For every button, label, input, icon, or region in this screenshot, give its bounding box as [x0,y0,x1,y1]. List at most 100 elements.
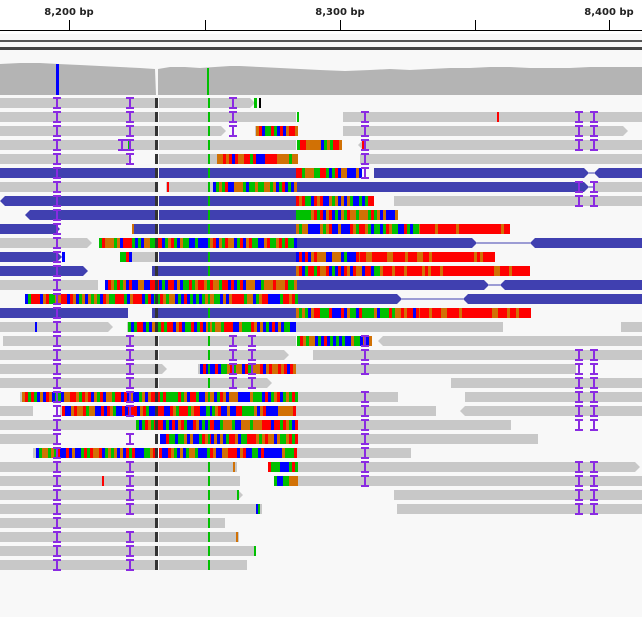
insertion-marker[interactable] [53,363,61,375]
split-read[interactable] [159,196,296,206]
insertion-marker[interactable] [229,97,237,109]
read[interactable] [159,140,296,150]
insertion-marker[interactable] [361,153,369,165]
read[interactable] [0,154,132,164]
split-read[interactable] [159,224,296,234]
read[interactable] [296,462,640,472]
insertion-marker[interactable] [126,139,134,151]
read[interactable] [360,154,642,164]
insertion-marker[interactable] [53,461,61,473]
insertion-marker[interactable] [126,377,134,389]
insertion-marker[interactable] [248,349,256,361]
insertion-marker[interactable] [575,111,583,123]
insertion-marker[interactable] [53,475,61,487]
insertion-marker[interactable] [229,335,237,347]
insertion-marker[interactable] [53,97,61,109]
coverage-track[interactable] [0,52,642,95]
read[interactable] [0,112,155,122]
read[interactable] [296,476,642,486]
read[interactable] [460,406,642,416]
insertion-marker[interactable] [53,153,61,165]
insertion-marker[interactable] [126,97,134,109]
read[interactable] [0,476,155,486]
split-read[interactable] [530,238,642,248]
insertion-marker[interactable] [361,405,369,417]
insertion-marker[interactable] [590,195,598,207]
split-read[interactable] [296,238,477,248]
split-read[interactable] [0,308,128,318]
read[interactable] [397,504,642,514]
insertion-marker[interactable] [126,433,134,445]
read[interactable] [296,392,398,402]
insertion-marker[interactable] [361,335,369,347]
read[interactable] [159,462,237,472]
insertion-marker[interactable] [590,111,598,123]
insertion-marker[interactable] [53,559,61,571]
insertion-marker[interactable] [590,377,598,389]
insertion-marker[interactable] [53,531,61,543]
read[interactable] [159,546,256,556]
insertion-marker[interactable] [126,391,134,403]
insertion-marker[interactable] [118,139,126,151]
insertion-marker[interactable] [126,545,134,557]
read[interactable] [159,490,243,500]
insertion-marker[interactable] [53,279,61,291]
alignment-track[interactable] [0,96,642,586]
read[interactable] [159,336,296,346]
ruler[interactable]: 8,200 bp 8,300 bp 8,400 bp [0,0,642,34]
read[interactable] [0,518,155,528]
insertion-marker[interactable] [53,349,61,361]
read[interactable] [621,322,642,332]
insertion-marker[interactable] [361,419,369,431]
insertion-marker[interactable] [126,503,134,515]
read[interactable] [296,434,538,444]
insertion-marker[interactable] [126,405,134,417]
read[interactable] [159,560,247,570]
read[interactable] [0,364,167,374]
insertion-marker[interactable] [575,461,583,473]
insertion-marker[interactable] [575,489,583,501]
insertion-marker[interactable] [229,377,237,389]
insertion-marker[interactable] [575,419,583,431]
insertion-marker[interactable] [361,447,369,459]
insertion-marker[interactable] [53,335,61,347]
insertion-marker[interactable] [229,363,237,375]
insertion-marker[interactable] [229,111,237,123]
insertion-marker[interactable] [229,125,237,137]
split-read[interactable] [0,252,62,262]
insertion-marker[interactable] [53,377,61,389]
read[interactable] [0,490,155,500]
read[interactable] [0,140,155,150]
read[interactable] [0,126,155,136]
read[interactable] [0,462,155,472]
insertion-marker[interactable] [590,181,598,193]
insertion-marker[interactable] [53,167,61,179]
read[interactable] [0,98,155,108]
read[interactable] [3,336,155,346]
insertion-marker[interactable] [126,461,134,473]
insertion-marker[interactable] [590,489,598,501]
insertion-marker[interactable] [575,349,583,361]
insertion-marker[interactable] [53,293,61,305]
insertion-marker[interactable] [590,139,598,151]
read[interactable] [0,406,33,416]
read[interactable] [465,392,642,402]
read[interactable] [378,336,642,346]
read[interactable] [0,532,155,542]
insertion-marker[interactable] [53,265,61,277]
insertion-marker[interactable] [590,461,598,473]
read[interactable] [0,434,58,444]
insertion-marker[interactable] [361,363,369,375]
split-read[interactable] [0,168,155,178]
insertion-marker[interactable] [53,111,61,123]
read[interactable] [0,182,155,192]
insertion-marker[interactable] [590,391,598,403]
read[interactable] [0,238,92,248]
split-read[interactable] [152,308,296,318]
read[interactable] [296,448,411,458]
read[interactable] [0,546,155,556]
read[interactable] [159,532,239,542]
insertion-marker[interactable] [590,419,598,431]
split-read[interactable] [594,168,642,178]
insertion-marker[interactable] [248,377,256,389]
